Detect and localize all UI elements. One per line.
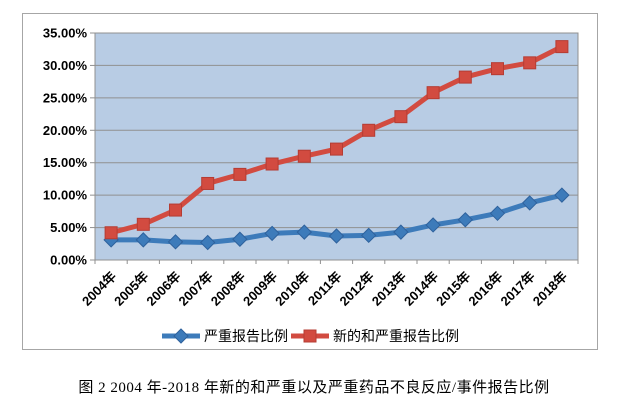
x-axis-tick-label: 2015年: [433, 269, 473, 309]
data-point-diamond: [425, 217, 441, 233]
data-point-diamond: [554, 187, 570, 203]
data-point-square: [426, 86, 440, 100]
data-point-square: [555, 40, 569, 54]
data-point-diamond: [457, 212, 474, 228]
data-point-diamond: [232, 231, 248, 247]
x-axis-tick-label: 2004年: [79, 269, 119, 309]
x-axis-tick-label: 2006年: [143, 269, 183, 309]
y-axis-tick-label: 35.00%: [43, 26, 88, 41]
data-point-square: [297, 149, 311, 163]
y-axis-tick-label: 0.00%: [50, 253, 87, 268]
x-axis-tick-label: 2014年: [401, 269, 441, 309]
x-axis-tick-label: 2011年: [305, 269, 345, 309]
x-axis-tick-label: 2009年: [240, 269, 280, 309]
data-point-diamond: [489, 205, 506, 222]
data-point-square: [523, 56, 537, 70]
legend-item-new-and-serious-ratio: 新的和严重报告比例: [290, 328, 459, 344]
data-point-square: [265, 157, 279, 171]
data-point-diamond: [360, 227, 377, 244]
data-point-diamond: [296, 224, 313, 240]
line-chart: 0.00% 5.00% 10.00% 15.00% 20.00% 25.00% 30.00%…: [23, 14, 597, 349]
x-axis-tick-label: 2018年: [530, 269, 570, 309]
legend-label-new-and-serious-ratio: 新的和严重报告比例: [333, 328, 459, 344]
data-point-diamond: [393, 224, 409, 240]
x-axis-tick-label: 2016年: [465, 269, 505, 309]
data-point-square: [394, 110, 408, 124]
x-axis-tick-label: 2013年: [369, 269, 409, 309]
plot-border: [94, 32, 579, 261]
chart-legend: 严重报告比例 新的和严重报告比例: [23, 327, 597, 345]
data-point-diamond: [521, 195, 538, 211]
figure-caption: 图 2 2004 年-2018 年新的和严重以及严重药品不良反应/事件报告比例: [78, 380, 550, 396]
data-point-square: [362, 123, 376, 137]
y-axis-tick-label: 15.00%: [43, 155, 88, 170]
data-point-square: [330, 142, 343, 156]
x-axis-tick-label: 2012年: [337, 269, 377, 309]
y-axis-tick-label: 25.00%: [43, 90, 88, 105]
data-point-diamond: [199, 234, 216, 251]
data-point-square: [136, 217, 150, 231]
x-axis-tick-label: 2007年: [176, 269, 216, 309]
chart-frame: 0.00% 5.00% 10.00% 15.00% 20.00% 25.00% 30.00%…: [22, 13, 598, 350]
data-point-square: [491, 62, 504, 76]
legend-diamond-marker-icon: [162, 328, 200, 344]
data-point-diamond: [264, 225, 280, 242]
legend-label-serious-ratio: 严重报告比例: [204, 328, 288, 344]
chart-svg: 0.00% 5.00% 10.00% 15.00% 20.00% 25.00% 30.00%…: [43, 26, 579, 309]
data-point-diamond: [328, 228, 345, 244]
data-point-square: [169, 203, 182, 217]
x-axis-tick-label: 2005年: [111, 269, 151, 309]
data-point-square: [104, 226, 118, 240]
y-axis-tick-label: 20.00%: [43, 123, 88, 138]
y-axis-tick-label: 30.00%: [43, 58, 88, 73]
legend-item-serious-ratio: 严重报告比例: [161, 328, 288, 344]
x-axis-tick-label: 2017年: [498, 269, 538, 309]
data-point-diamond: [135, 232, 152, 248]
x-axis-tick-label: 2010年: [272, 269, 312, 309]
data-point-diamond: [167, 234, 184, 250]
y-axis-tick-label: 10.00%: [43, 188, 88, 203]
y-axis-tick-label: 5.00%: [50, 220, 87, 235]
x-axis-tick-label: 2008年: [208, 269, 248, 309]
legend-square-marker-icon: [291, 329, 329, 343]
data-point-square: [233, 167, 247, 181]
data-point-square: [201, 176, 215, 190]
data-point-square: [458, 70, 472, 84]
